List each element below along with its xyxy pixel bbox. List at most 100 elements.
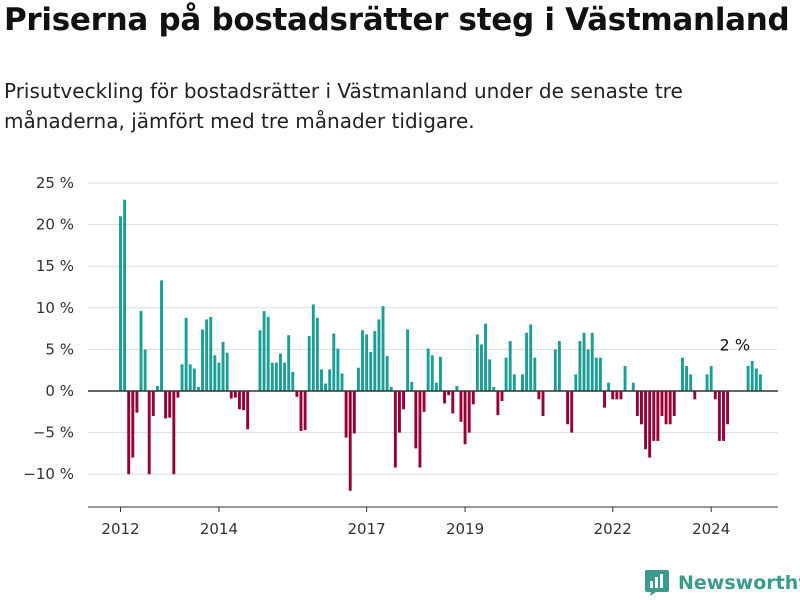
data-bar [685, 366, 689, 391]
data-bar [557, 341, 561, 391]
y-tick-label: 20 % [36, 216, 74, 234]
data-bar [644, 391, 648, 450]
data-bar [418, 391, 422, 468]
data-bar [574, 374, 578, 391]
data-bar [758, 374, 762, 391]
data-bar [443, 391, 447, 404]
data-bar [582, 332, 586, 391]
data-bar [521, 374, 524, 391]
data-bar [603, 391, 606, 408]
data-bar [168, 391, 172, 418]
data-bar [471, 391, 475, 405]
data-bar [119, 216, 122, 391]
data-bar [283, 362, 287, 391]
data-bar [672, 391, 676, 416]
data-bar [176, 391, 180, 398]
brand: Newsworthy [644, 568, 800, 598]
data-bar [512, 374, 516, 391]
x-tick-label: 2017 [348, 520, 386, 538]
data-bar [196, 386, 200, 391]
data-bar [262, 311, 266, 391]
newsworthy-logo-icon [645, 570, 669, 596]
y-tick-label: 15 % [36, 257, 74, 275]
data-bar [480, 344, 483, 391]
data-bar [722, 391, 725, 441]
x-tick-label: 2014 [200, 520, 238, 538]
data-bar [123, 199, 127, 391]
data-bar [385, 356, 389, 391]
data-bar [155, 386, 159, 391]
data-bar [373, 331, 377, 391]
data-bar [406, 329, 410, 391]
data-bar [705, 374, 709, 391]
data-bar [594, 357, 598, 391]
data-bar [180, 364, 184, 391]
data-bar [664, 391, 668, 425]
data-bar [615, 391, 619, 400]
data-bar [660, 391, 664, 416]
data-bar [422, 391, 426, 412]
data-bar [504, 357, 508, 391]
data-bar [590, 332, 594, 391]
data-bar [619, 391, 623, 400]
data-bar [754, 368, 758, 391]
data-bar [324, 383, 328, 391]
data-bar [402, 391, 405, 410]
data-bar [127, 391, 131, 475]
data-bar [172, 391, 176, 475]
data-bar [578, 341, 582, 391]
data-bar [689, 374, 693, 391]
data-bar [361, 330, 364, 391]
data-bar [541, 391, 545, 416]
data-bar [217, 362, 221, 391]
data-bar [414, 391, 418, 449]
y-tick-label: −5 % [33, 424, 74, 442]
data-bar [631, 382, 635, 391]
data-bar [188, 364, 192, 391]
data-bar [279, 353, 282, 391]
data-bar [274, 362, 278, 391]
data-bar [336, 348, 340, 391]
data-bar [320, 369, 323, 391]
data-bar [184, 317, 188, 391]
data-bar [430, 355, 434, 391]
data-bar [726, 391, 730, 425]
data-bar [229, 391, 233, 399]
data-bar [500, 391, 504, 401]
data-bar [537, 391, 541, 400]
data-bar [529, 324, 533, 391]
data-bar [315, 317, 319, 391]
data-bar [447, 391, 451, 396]
data-bar [746, 366, 750, 391]
data-bar [258, 330, 262, 391]
axis-layer: 25 % 20 % 15 % 10 % 5 % 0 % −5 % −10 % 2012 2014 2… [23, 174, 778, 538]
data-bar [233, 391, 237, 398]
x-tick-label: 2019 [446, 520, 484, 538]
data-bar [225, 352, 229, 391]
data-bar [160, 280, 163, 391]
y-tick-label: 0 % [45, 382, 74, 400]
data-bar [365, 334, 369, 391]
chart-subtitle: Prisutveckling för bostadsrätter i Västm… [4, 79, 683, 133]
latest-value-annotation: 2 % [720, 335, 750, 354]
x-tick-label: 2024 [692, 520, 730, 538]
data-bar [611, 391, 615, 400]
data-bar [147, 391, 151, 475]
data-bar [295, 391, 299, 397]
data-bar [566, 391, 570, 425]
data-bar [328, 369, 332, 391]
data-bar [303, 391, 307, 431]
data-bar [287, 335, 291, 391]
data-bar [340, 373, 344, 391]
data-bar [135, 391, 139, 413]
data-bar [311, 304, 315, 391]
data-bar [389, 386, 393, 391]
x-tick-label: 2022 [594, 520, 632, 538]
data-bar [475, 334, 479, 391]
data-bar [246, 391, 250, 430]
data-bar [238, 391, 241, 410]
data-bar [463, 391, 467, 445]
data-bar [693, 391, 697, 400]
bar-layer [119, 199, 762, 491]
data-bar [439, 356, 442, 391]
